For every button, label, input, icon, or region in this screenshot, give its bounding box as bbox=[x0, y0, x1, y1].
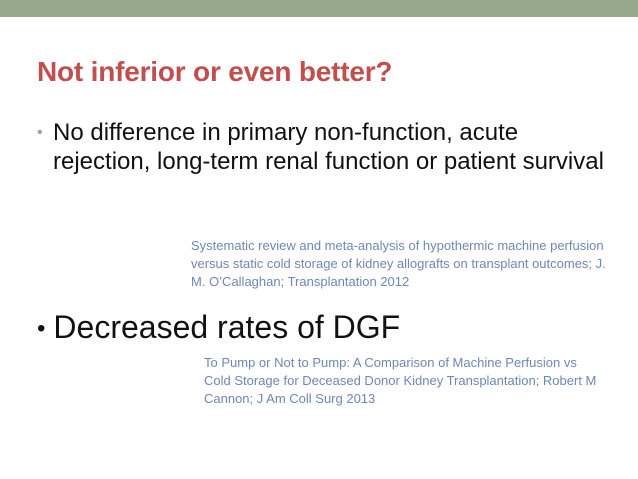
slide-title: Not inferior or even better? bbox=[37, 56, 393, 87]
bullet-text: No difference in primary non-function, a… bbox=[53, 119, 604, 175]
bullet-marker: • bbox=[37, 315, 46, 342]
top-accent-bar bbox=[0, 0, 638, 17]
bullet-item-dgf: • Decreased rates of DGF bbox=[37, 308, 597, 348]
reference-citation-systematic-review: Systematic review and meta-analysis of h… bbox=[191, 238, 606, 289]
bullet-text: Decreased rates of DGF bbox=[53, 309, 401, 345]
bullet-item-primary-outcomes: • No difference in primary non-function,… bbox=[37, 118, 617, 176]
bullet-marker: • bbox=[37, 124, 43, 141]
reference-citation-pump-comparison: To Pump or Not to Pump: A Comparison of … bbox=[204, 355, 597, 406]
